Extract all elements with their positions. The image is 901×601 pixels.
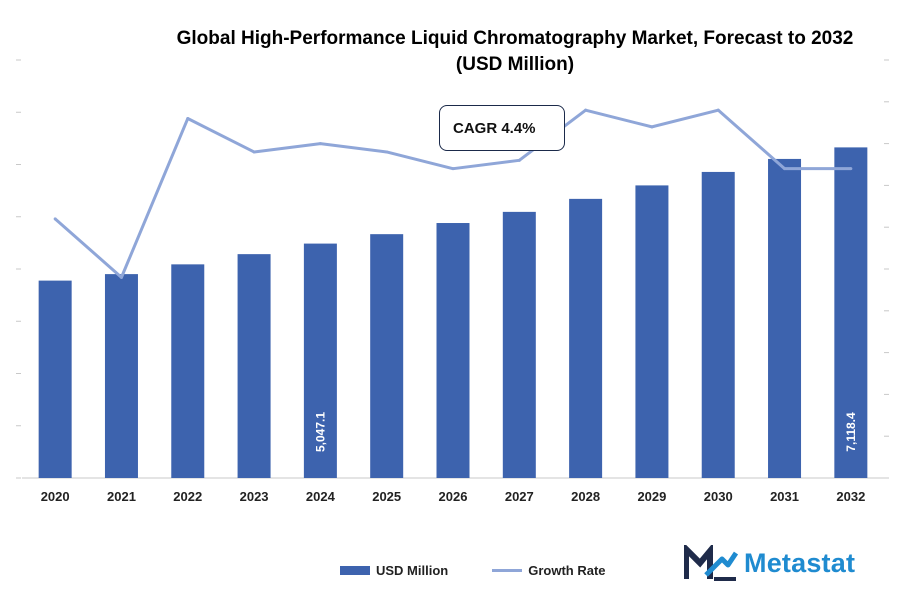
growth-point-2022 <box>186 117 190 121</box>
bar-2021 <box>104 274 138 478</box>
data-label-2032: 7,118.4 <box>844 412 858 452</box>
bar-2030 <box>701 171 735 479</box>
x-tick-label: 2029 <box>637 489 666 504</box>
data-label-2024: 5,047.1 <box>313 412 327 452</box>
growth-point-2032 <box>849 167 853 171</box>
bar-2032 <box>834 147 868 478</box>
x-tick-label: 2022 <box>173 489 202 504</box>
x-tick-label: 2027 <box>505 489 534 504</box>
growth-point-2030 <box>716 108 720 112</box>
chart-title: Global High-Performance Liquid Chromatog… <box>150 26 880 78</box>
legend-bar-swatch <box>340 565 370 575</box>
x-tick-label: 2032 <box>836 489 865 504</box>
x-tick-label: 2026 <box>439 489 468 504</box>
cagr-annotation: CAGR 4.4% <box>439 105 565 151</box>
chart-legend: USD Million Growth Rate <box>340 560 650 580</box>
x-tick-label: 2020 <box>41 489 70 504</box>
x-tick-label: 2030 <box>704 489 733 504</box>
growth-point-2025 <box>385 150 389 154</box>
bar-2029 <box>635 185 669 478</box>
brand-name: Metastat <box>744 547 856 578</box>
bar-2028 <box>569 198 603 478</box>
growth-point-2024 <box>318 142 322 146</box>
x-tick-label: 2024 <box>306 489 336 504</box>
x-tick-label: 2031 <box>770 489 799 504</box>
x-tick-label: 2023 <box>240 489 269 504</box>
legend-line-swatch <box>492 568 523 572</box>
cagr-annotation-text: CAGR 4.4% <box>453 119 536 137</box>
legend-line-label: Growth Rate <box>528 562 606 578</box>
growth-point-2029 <box>650 125 654 129</box>
growth-point-2026 <box>451 167 455 171</box>
growth-point-2027 <box>517 158 521 162</box>
growth-point-2028 <box>584 108 588 112</box>
growth-point-2031 <box>783 167 787 171</box>
bar-2024 <box>303 243 337 478</box>
chart-subtitle-text: (USD Million) <box>455 54 575 75</box>
legend-bar-label: USD Million <box>376 562 449 578</box>
bar-2027 <box>502 211 536 478</box>
x-tick-label: 2025 <box>372 489 401 504</box>
brand-logo: Metastat <box>684 545 855 581</box>
bar-2020 <box>38 280 72 478</box>
bar-2022 <box>171 264 205 478</box>
bar-2026 <box>436 223 470 478</box>
x-tick-label: 2028 <box>571 489 600 504</box>
metastat-logo-icon <box>684 545 738 581</box>
bar-2031 <box>768 158 802 478</box>
growth-point-2020 <box>53 217 57 221</box>
legend-item-bars: USD Million <box>340 563 448 578</box>
growth-point-2023 <box>252 150 256 154</box>
chart-title-text: Global High-Performance Liquid Chromatog… <box>176 28 854 49</box>
legend-item-line: Growth Rate <box>492 562 606 578</box>
bar-2023 <box>237 254 271 478</box>
growth-point-2021 <box>119 275 123 279</box>
x-tick-label: 2021 <box>107 489 136 504</box>
bar-2025 <box>370 234 404 478</box>
